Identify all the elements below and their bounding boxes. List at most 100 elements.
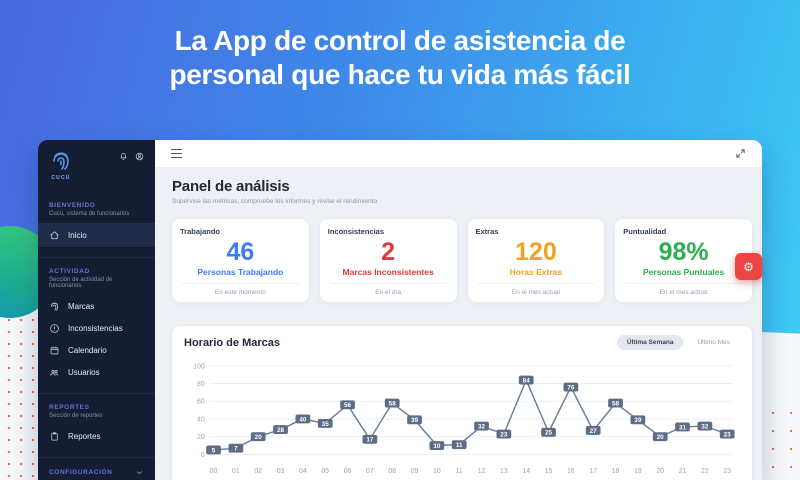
hero-title-line2: personal que hace tu vida más fácil (169, 59, 631, 90)
stat-card-footer: En este momento (214, 289, 266, 297)
last-month-button[interactable]: Último Mes (687, 335, 740, 350)
sidebar-group-activity: ACTIVIDAD Sección de actividad de funcio… (38, 268, 155, 289)
chart-card: Horario de Marcas Última Semana Último M… (172, 326, 752, 480)
svg-text:23: 23 (724, 432, 732, 439)
bell-icon[interactable] (119, 152, 128, 161)
stat-card-label: Marcas Inconsistentes (342, 267, 434, 278)
alert-circle-icon (50, 323, 59, 333)
sidebar-reports-list: Reportes (38, 425, 155, 447)
svg-text:23: 23 (723, 468, 731, 475)
group-sublabel-activity: Sección de actividad de funcionarios (49, 277, 113, 289)
sidebar-item-reportes[interactable]: Reportes (38, 425, 155, 447)
stat-card-inconsistencias: Inconsistencias 2 Marcas Inconsistentes … (319, 219, 457, 303)
sidebar-activity-list: Marcas Inconsistencias Calendario (38, 295, 155, 383)
fingerprint-icon (50, 302, 59, 311)
user-account-icon[interactable] (135, 152, 144, 161)
svg-text:40: 40 (299, 417, 307, 424)
svg-text:58: 58 (389, 401, 397, 408)
stat-card-title: Trabajando (180, 227, 221, 236)
sidebar-item-inconsistencias[interactable]: Inconsistencias (38, 317, 155, 339)
stat-card-footer: En el mes actual (659, 289, 708, 297)
svg-text:08: 08 (388, 468, 396, 475)
divider (182, 283, 299, 285)
group-label-activity: ACTIVIDAD (49, 268, 90, 275)
sidebar-group-reports: REPORTES Sección de reportes (38, 404, 155, 419)
sidebar-item-marcas[interactable]: Marcas (38, 295, 155, 317)
sidebar-item-label: Usuarios (68, 367, 100, 377)
group-sublabel-welcome: Cucú, sistema de funcionarios (49, 211, 130, 217)
sidebar-item-inicio[interactable]: Inicio (38, 223, 155, 247)
svg-text:20: 20 (657, 434, 665, 441)
sidebar: CUCÚ (38, 140, 155, 480)
page-title: Panel de análisis (172, 178, 290, 195)
main-area: Panel de análisis Supervise las métricas… (155, 140, 762, 480)
stat-card-title: Extras (475, 227, 499, 236)
sidebar-item-calendario[interactable]: Calendario (38, 339, 155, 361)
dashboard-window: CUCÚ (38, 140, 762, 480)
group-label-welcome: BIENVENIDO (49, 202, 96, 209)
svg-text:56: 56 (344, 402, 352, 409)
sidebar-item-label: Inicio (68, 230, 87, 240)
svg-text:84: 84 (523, 378, 531, 385)
svg-text:60: 60 (197, 399, 205, 406)
stat-card-label: Horas Extras (509, 267, 563, 278)
calendar-icon (50, 345, 59, 354)
svg-text:58: 58 (612, 401, 620, 408)
group-label-settings: CONFIGURACIÓN (49, 469, 113, 476)
divider (329, 283, 447, 285)
expand-fullscreen-icon[interactable] (735, 148, 746, 159)
svg-text:0: 0 (201, 452, 205, 459)
divider (625, 283, 742, 285)
sidebar-divider (38, 257, 155, 258)
svg-text:31: 31 (679, 425, 687, 432)
hamburger-menu-icon[interactable] (171, 148, 182, 159)
svg-text:32: 32 (478, 424, 486, 431)
sidebar-item-configuracion[interactable]: CONFIGURACIÓN (38, 468, 155, 477)
svg-text:19: 19 (634, 468, 642, 475)
stat-card-title: Inconsistencias (327, 227, 385, 236)
stat-cards-row: Trabajando 46 Personas Trabajando En est… (172, 219, 752, 303)
svg-text:100: 100 (193, 364, 205, 371)
group-label-reports: REPORTES (49, 404, 90, 411)
main-content: Panel de análisis Supervise las métricas… (155, 167, 762, 480)
svg-text:18: 18 (612, 468, 620, 475)
fingerprint-logo-icon (53, 152, 69, 170)
clipboard-icon (51, 431, 58, 441)
stat-card-extras: Extras 120 Horas Extras En el mes actual (467, 219, 605, 303)
svg-text:17: 17 (366, 437, 374, 444)
svg-text:06: 06 (344, 468, 352, 475)
svg-text:39: 39 (634, 417, 642, 424)
svg-text:25: 25 (545, 430, 553, 437)
stat-card-title: Puntualidad (623, 227, 667, 236)
gear-icon: ⚙ (743, 259, 754, 274)
stat-card-value: 120 (515, 238, 557, 266)
sidebar-item-usuarios[interactable]: Usuarios (38, 361, 155, 383)
svg-text:15: 15 (545, 468, 553, 475)
home-icon (50, 230, 59, 239)
sidebar-divider (38, 457, 155, 458)
svg-text:11: 11 (456, 468, 463, 475)
sidebar-divider (38, 393, 155, 394)
svg-text:32: 32 (701, 424, 709, 431)
decor-dots-left (3, 314, 43, 480)
svg-text:20: 20 (197, 434, 205, 441)
svg-text:39: 39 (411, 417, 419, 424)
svg-text:14: 14 (522, 468, 530, 475)
settings-fab-button[interactable]: ⚙ (735, 253, 762, 280)
divider (477, 283, 595, 285)
svg-text:20: 20 (255, 434, 263, 441)
svg-text:5: 5 (212, 448, 216, 455)
page-subtitle: Supervise las métricas, compruebe los in… (172, 198, 378, 205)
hero-title-line1: La App de control de asistencia de (174, 25, 626, 56)
stat-card-footer: En el día (375, 289, 401, 297)
stat-card-label: Personas Trabajando (197, 267, 284, 278)
svg-text:16: 16 (567, 468, 575, 475)
last-week-button[interactable]: Última Semana (616, 335, 684, 351)
svg-text:11: 11 (456, 442, 463, 449)
stat-card-puntualidad: Puntualidad 98% Personas Puntuales En el… (615, 219, 752, 303)
sidebar-item-label: Reportes (68, 431, 101, 441)
svg-text:13: 13 (500, 468, 508, 475)
svg-text:80: 80 (197, 381, 205, 388)
svg-text:03: 03 (277, 468, 285, 475)
